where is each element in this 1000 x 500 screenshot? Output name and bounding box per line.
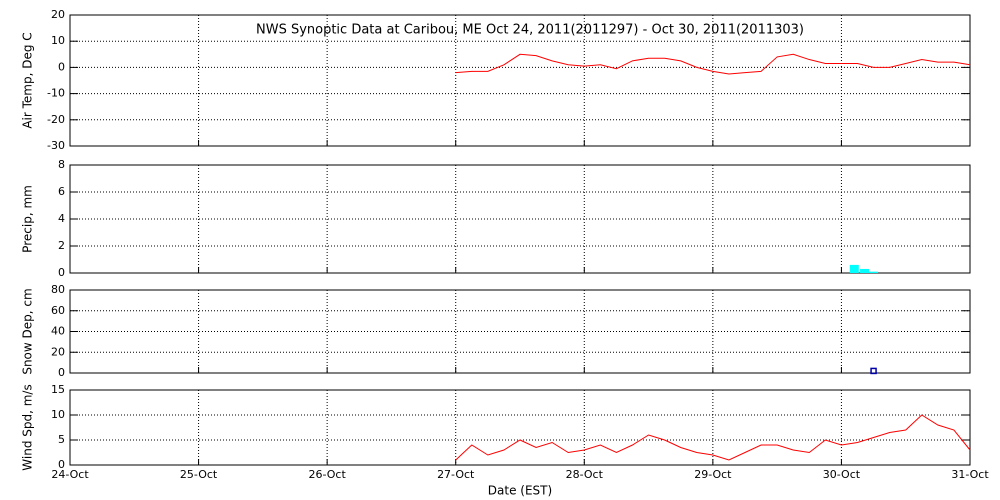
panel-frame — [69, 389, 971, 466]
y-tick-label: 80 — [51, 283, 65, 296]
y-tick-label: 0 — [58, 366, 65, 379]
bar — [849, 264, 859, 273]
y-tick-label: 6 — [58, 185, 65, 198]
x-tick-label: 28-Oct — [566, 468, 604, 481]
x-tick-label: 29-Oct — [694, 468, 732, 481]
x-tick-label: 31-Oct — [951, 468, 989, 481]
x-tick-label: 30-Oct — [823, 468, 861, 481]
y-axis-label: Wind Spd, m/s — [21, 384, 35, 470]
y-tick-label: 60 — [51, 304, 65, 317]
y-tick-label: 20 — [51, 345, 65, 358]
y-tick-label: 2 — [58, 239, 65, 252]
x-tick-label: 24-Oct — [51, 468, 89, 481]
y-tick-label: 10 — [51, 408, 65, 421]
x-tick-label: 26-Oct — [308, 468, 346, 481]
y-tick-label: -30 — [47, 139, 65, 152]
y-tick-label: 0 — [58, 458, 65, 471]
y-tick-label: -10 — [47, 87, 65, 100]
y-tick-label: 40 — [51, 325, 65, 338]
bar — [869, 271, 879, 273]
y-tick-label: 20 — [51, 8, 65, 21]
data-line — [455, 414, 971, 461]
x-axis-label: Date (EST) — [488, 484, 552, 498]
y-axis-label: Air Temp, Deg C — [21, 32, 35, 128]
y-axis-label: Snow Dep, cm — [21, 288, 35, 374]
y-tick-label: 15 — [51, 383, 65, 396]
y-tick-label: 10 — [51, 34, 65, 47]
marker — [870, 367, 877, 375]
x-tick-label: 27-Oct — [437, 468, 475, 481]
y-tick-label: -20 — [47, 113, 65, 126]
x-tick-label: 25-Oct — [180, 468, 218, 481]
y-tick-label: 5 — [58, 433, 65, 446]
y-tick-label: 4 — [58, 212, 65, 225]
y-tick-label: 0 — [58, 60, 65, 73]
bar — [860, 268, 870, 273]
y-tick-label: 0 — [58, 266, 65, 279]
y-axis-label: Precip, mm — [21, 185, 35, 253]
chart-title: NWS Synoptic Data at Caribou, ME Oct 24,… — [256, 23, 804, 38]
data-line — [455, 53, 971, 75]
y-tick-label: 8 — [58, 158, 65, 171]
